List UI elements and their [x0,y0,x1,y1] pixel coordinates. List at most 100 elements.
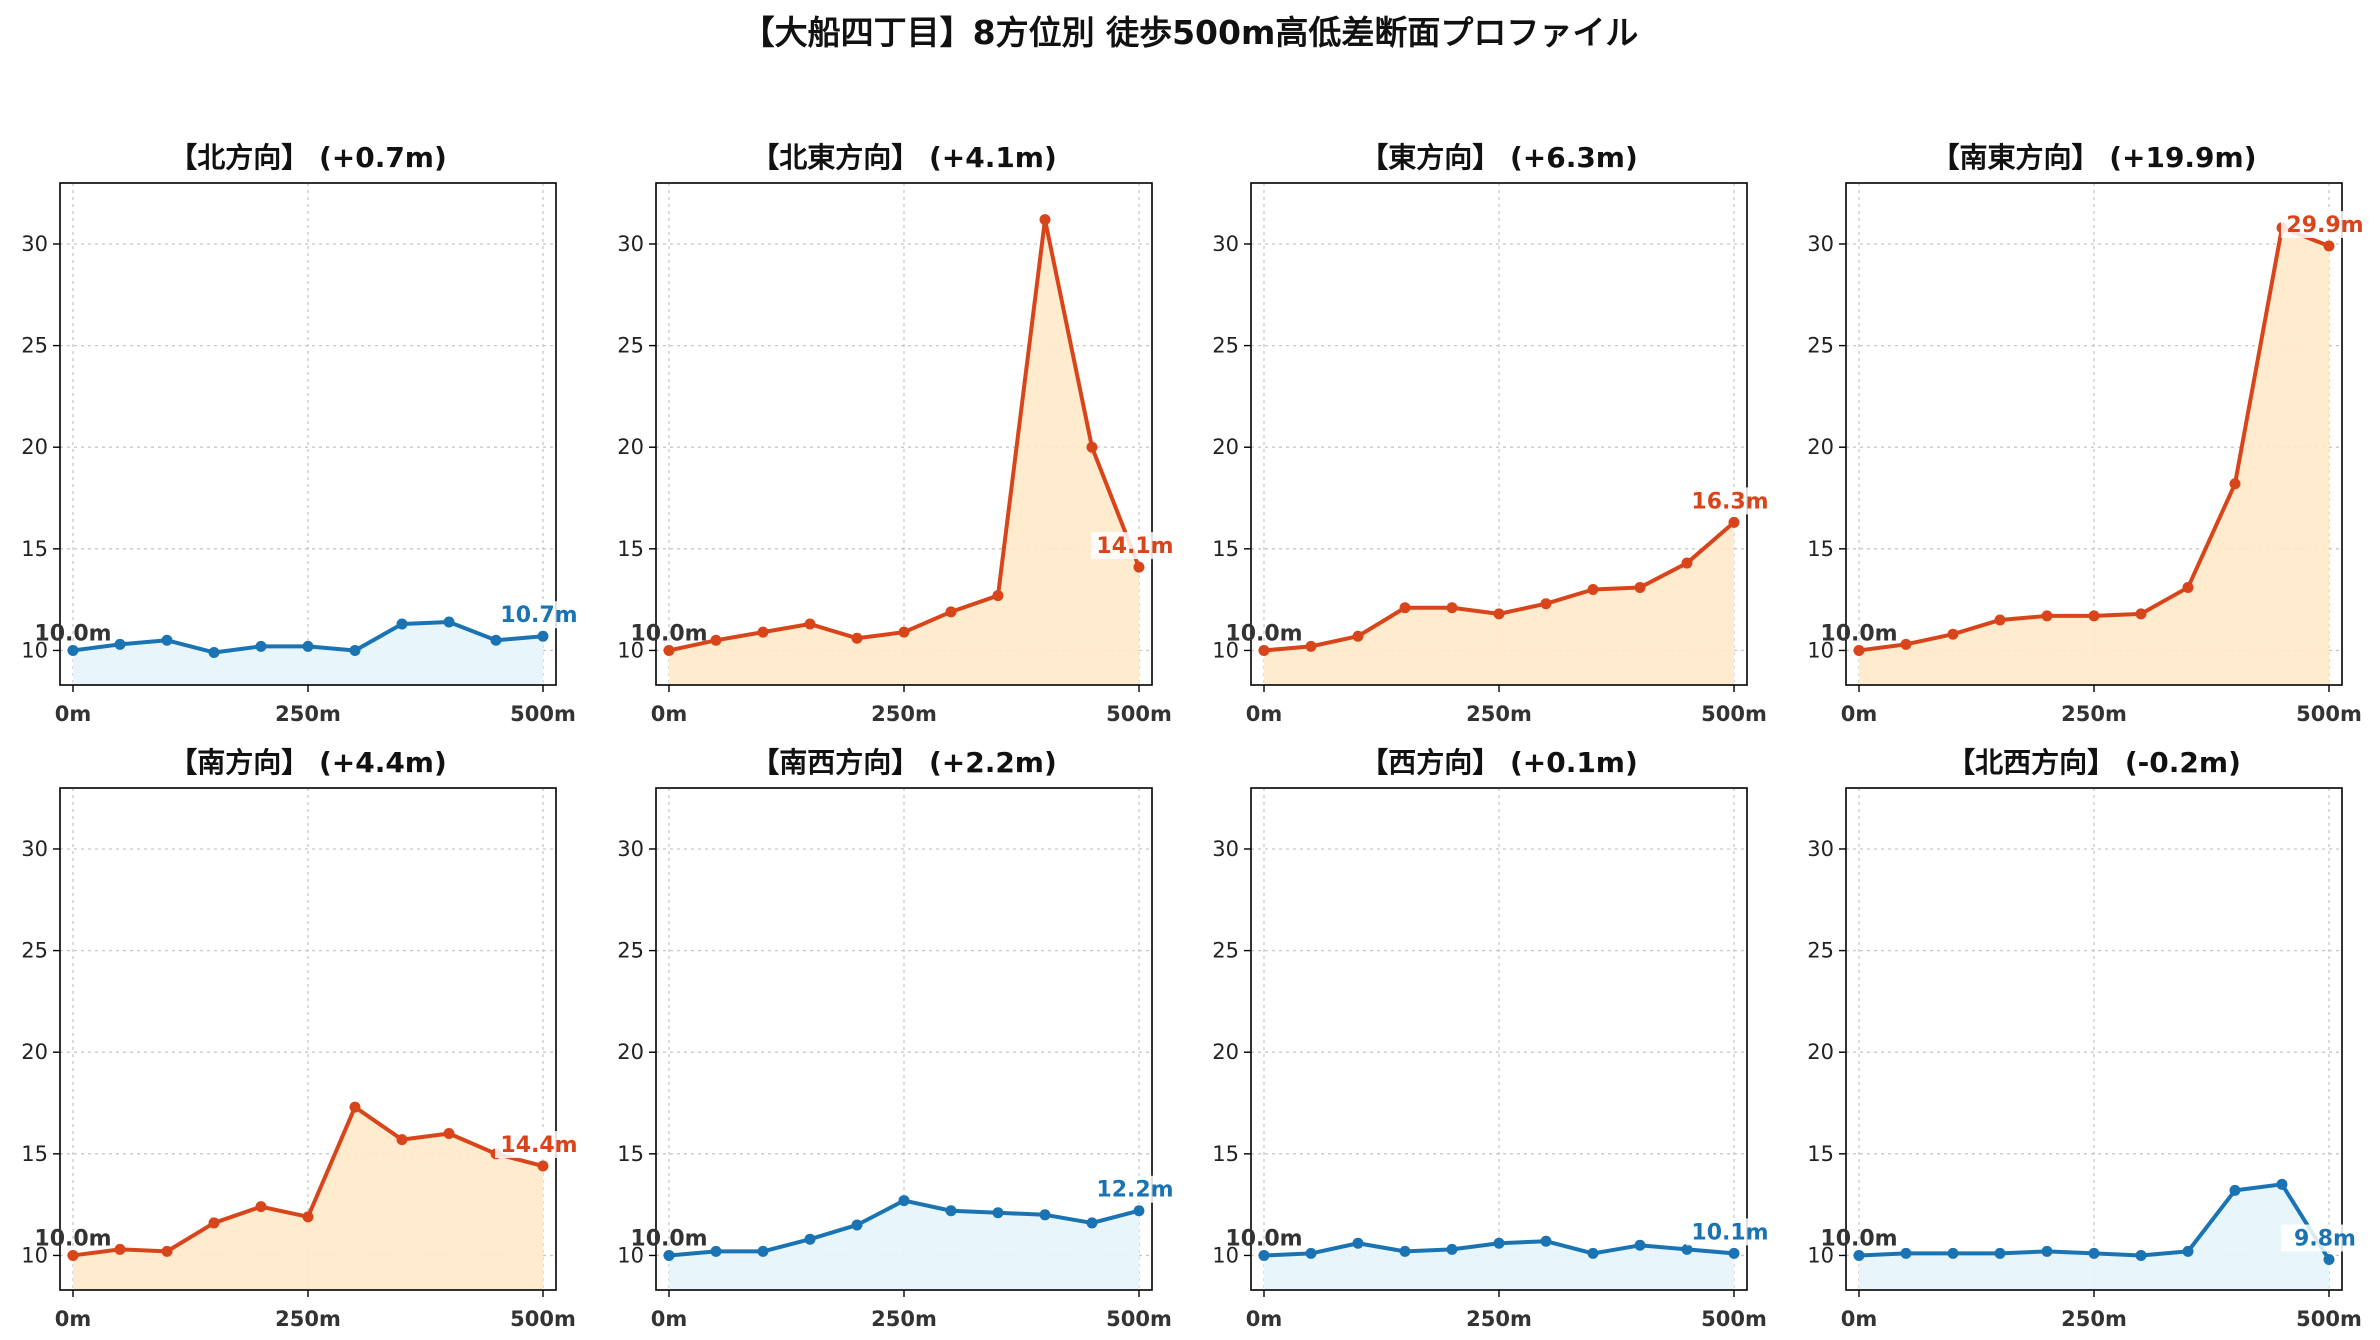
data-point [1587,1247,1599,1259]
end-elevation-label: 16.3m [1691,489,1768,514]
end-label-background [2281,211,2369,239]
y-tick-label: 15 [1807,537,1834,561]
data-point [208,1217,220,1229]
y-tick-label: 20 [1212,1040,1239,1064]
data-point [161,1245,173,1257]
panel-title: 【北東方向】 (+4.1m) [751,141,1057,174]
y-tick-label: 25 [21,939,48,963]
data-point [663,644,675,656]
data-point [710,1245,722,1257]
data-point [710,634,722,646]
area-fill [669,1200,1139,1290]
data-point [1853,1249,1865,1261]
start-elevation-label: 10.0m [630,621,707,646]
data-point [349,1101,361,1113]
x-tick-label: 250m [275,1307,341,1331]
data-point [1681,557,1693,569]
area-fill [1264,522,1734,685]
data-point [2229,1184,2241,1196]
x-tick-label: 250m [871,702,937,726]
data-point [1039,214,1051,226]
panel: 【北西方向】 (-0.2m) 10 15 20 25 30 0m 250m 500m 10.0m 9… [1807,746,2369,1331]
x-tick-label: 0m [55,1307,92,1331]
end-elevation-label: 10.7m [500,603,577,628]
start-elevation-label: 10.0m [1225,1226,1302,1251]
x-tick-label: 500m [2296,1307,2362,1331]
y-tick-label: 30 [21,232,48,256]
data-point [443,616,455,628]
plot-frame [1250,787,1748,1291]
data-point [2276,1178,2288,1190]
panel: 【南西方向】 (+2.2m) 10 15 20 25 30 0m 250m 500m 10.0m 1… [617,746,1179,1331]
x-tick-label: 0m [1841,1307,1878,1331]
data-point [490,634,502,646]
start-elevation-label: 10.0m [1225,621,1302,646]
data-point [1399,602,1411,614]
y-tick-label: 20 [617,1040,644,1064]
data-point [396,618,408,630]
data-point [1994,614,2006,626]
panel: 【北方向】 (+0.7m) 10 15 20 25 30 0m 250m 500m 10.0m 10… [21,141,583,726]
y-tick-label: 15 [1212,1142,1239,1166]
data-point [2135,608,2147,620]
data-point [2041,1245,2053,1257]
data-point [349,644,361,656]
data-point [1587,583,1599,595]
data-point [945,606,957,618]
data-point [2229,478,2241,490]
x-tick-label: 0m [651,1307,688,1331]
data-point [1947,628,1959,640]
data-point [114,1243,126,1255]
panel: 【東方向】 (+6.3m) 10 15 20 25 30 0m 250m 500m 10.0m 16… [1212,141,1774,726]
data-point [1446,1243,1458,1255]
data-point [302,640,314,652]
x-tick-label: 500m [510,1307,576,1331]
y-tick-label: 30 [1212,837,1239,861]
x-tick-label: 500m [1701,1307,1767,1331]
end-label-background [495,601,583,629]
x-tick-label: 500m [1701,702,1767,726]
x-tick-label: 250m [2061,1307,2127,1331]
panel-title: 【西方向】 (+0.1m) [1360,746,1638,779]
data-point [2323,240,2335,252]
end-elevation-label: 14.1m [1096,534,1173,559]
x-tick-label: 500m [1106,1307,1172,1331]
data-point [851,1219,863,1231]
y-tick-label: 25 [1807,334,1834,358]
data-point [898,1195,910,1207]
x-tick-label: 250m [1466,1307,1532,1331]
data-point [537,630,549,642]
data-point [1399,1245,1411,1257]
data-point [1133,1205,1145,1217]
data-point [1493,1237,1505,1249]
data-point [1947,1247,1959,1259]
data-point [2041,610,2053,622]
panel-title: 【南東方向】 (+19.9m) [1931,141,2256,174]
panel: 【南方向】 (+4.4m) 10 15 20 25 30 0m 250m 500m 10.0m 14… [21,746,583,1331]
data-point [2088,610,2100,622]
y-tick-label: 15 [617,1142,644,1166]
y-tick-label: 30 [617,837,644,861]
x-tick-label: 500m [2296,702,2362,726]
data-point [898,626,910,638]
figure-title: 【大船四丁目】8方位別 徒歩500m高低差断面プロファイル [742,13,1639,52]
data-point [1039,1209,1051,1221]
data-point [396,1134,408,1146]
y-tick-label: 10 [21,1243,48,1267]
y-tick-label: 20 [617,435,644,459]
data-point [1728,516,1740,528]
data-point [1493,608,1505,620]
data-point [1133,561,1145,573]
y-tick-label: 10 [1807,638,1834,662]
y-tick-label: 30 [21,837,48,861]
y-tick-label: 15 [21,537,48,561]
data-point [992,1207,1004,1219]
data-point [804,618,816,630]
y-tick-label: 10 [617,1243,644,1267]
end-elevation-label: 14.4m [500,1133,577,1158]
end-elevation-label: 29.9m [2286,213,2363,238]
y-tick-label: 20 [1807,435,1834,459]
data-point [757,1245,769,1257]
data-point [1994,1247,2006,1259]
